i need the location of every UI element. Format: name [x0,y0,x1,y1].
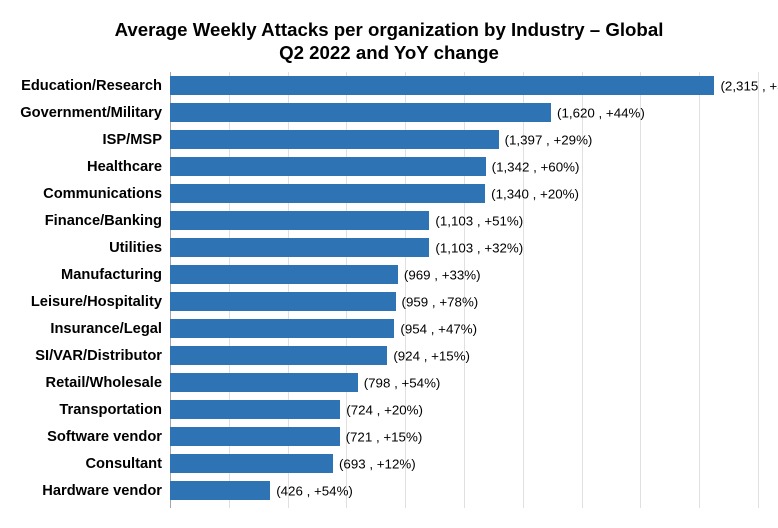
bar [170,373,358,392]
bar-row: Finance/Banking(1,103 , +51%) [170,207,758,234]
value-label: (721 , +15%) [340,429,423,444]
bar [170,292,396,311]
category-label: Leisure/Hospitality [0,294,170,310]
category-label: Utilities [0,240,170,256]
bar-row: Insurance/Legal(954 , +47%) [170,315,758,342]
value-label: (959 , +78%) [396,294,479,309]
value-label: (924 , +15%) [387,348,470,363]
bar-row: Hardware vendor(426 , +54%) [170,477,758,504]
category-label: Manufacturing [0,267,170,283]
value-label: (969 , +33%) [398,267,481,282]
value-label: (1,342 , +60%) [486,159,580,174]
value-label: (1,103 , +51%) [429,213,523,228]
bar-row: Healthcare(1,342 , +60%) [170,153,758,180]
bar-row: ISP/MSP(1,397 , +29%) [170,126,758,153]
value-label: (724 , +20%) [340,402,423,417]
category-label: Education/Research [0,78,170,94]
bar-row: Manufacturing(969 , +33%) [170,261,758,288]
category-label: Finance/Banking [0,213,170,229]
bar [170,211,429,230]
value-label: (1,340 , +20%) [485,186,579,201]
bar [170,346,387,365]
chart-title-line1: Average Weekly Attacks per organization … [0,18,778,41]
category-label: Software vendor [0,429,170,445]
bar-row: Government/Military(1,620 , +44%) [170,99,758,126]
category-label: Insurance/Legal [0,321,170,337]
value-label: (426 , +54%) [270,483,353,498]
category-label: Retail/Wholesale [0,375,170,391]
value-label: (693 , +12%) [333,456,416,471]
bar [170,454,333,473]
value-label: (954 , +47%) [394,321,477,336]
bar [170,103,551,122]
bar [170,481,270,500]
value-label: (1,103 , +32%) [429,240,523,255]
category-label: Hardware vendor [0,483,170,499]
chart-title: Average Weekly Attacks per organization … [0,0,778,65]
chart-title-line2: Q2 2022 and YoY change [0,41,778,64]
bar [170,157,486,176]
bar [170,184,485,203]
grid-line [758,72,759,508]
category-label: SI/VAR/Distributor [0,348,170,364]
bar [170,319,394,338]
category-label: Communications [0,186,170,202]
plot-area: Education/Research(2,315 , +53%)Governme… [170,72,758,508]
bar-row: Leisure/Hospitality(959 , +78%) [170,288,758,315]
category-label: Transportation [0,402,170,418]
bar-row: SI/VAR/Distributor(924 , +15%) [170,342,758,369]
bar [170,130,499,149]
category-label: Consultant [0,456,170,472]
bar-row: Communications(1,340 , +20%) [170,180,758,207]
category-label: Healthcare [0,159,170,175]
bar-row: Utilities(1,103 , +32%) [170,234,758,261]
category-label: ISP/MSP [0,132,170,148]
value-label: (2,315 , +53%) [714,78,778,93]
bar [170,400,340,419]
bar [170,427,340,446]
value-label: (798 , +54%) [358,375,441,390]
value-label: (1,620 , +44%) [551,105,645,120]
bar-row: Software vendor(721 , +15%) [170,423,758,450]
bar-row: Education/Research(2,315 , +53%) [170,72,758,99]
bar [170,265,398,284]
bar [170,76,714,95]
value-label: (1,397 , +29%) [499,132,593,147]
category-label: Government/Military [0,105,170,121]
bar [170,238,429,257]
bar-row: Retail/Wholesale(798 , +54%) [170,369,758,396]
bar-row: Consultant(693 , +12%) [170,450,758,477]
bar-row: Transportation(724 , +20%) [170,396,758,423]
chart-container: Average Weekly Attacks per organization … [0,0,778,528]
